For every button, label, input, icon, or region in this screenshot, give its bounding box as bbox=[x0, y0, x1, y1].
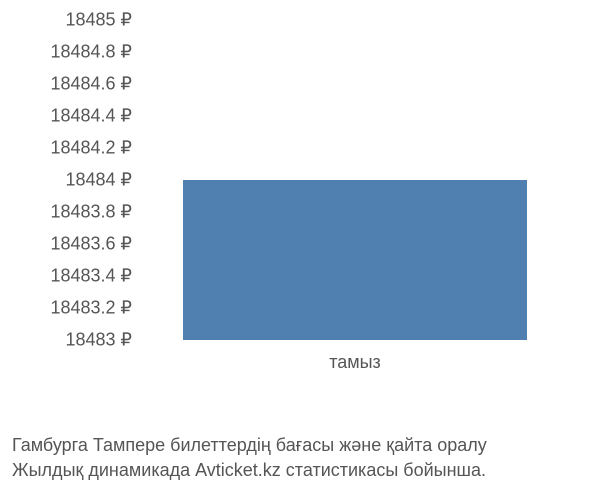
y-tick-label: 18484.4 ₽ bbox=[50, 106, 132, 127]
caption-line-2: Жылдық динамикада Avticket.kz статистика… bbox=[12, 458, 487, 482]
plot-area: тамыз bbox=[140, 20, 570, 340]
x-tick-label: тамыз bbox=[329, 352, 381, 373]
caption-line-1: Гамбурга Тампере билеттердің бағасы және… bbox=[12, 433, 487, 457]
y-axis: 18485 ₽ 18484.8 ₽ 18484.6 ₽ 18484.4 ₽ 18484.… bbox=[0, 0, 140, 360]
chart-area: 18485 ₽ 18484.8 ₽ 18484.6 ₽ 18484.4 ₽ 18484.… bbox=[0, 0, 600, 430]
y-tick-label: 18484.8 ₽ bbox=[50, 42, 132, 63]
y-tick-label: 18483 ₽ bbox=[65, 330, 132, 351]
y-tick-label: 18484 ₽ bbox=[65, 170, 132, 191]
y-tick-label: 18485 ₽ bbox=[65, 10, 132, 31]
y-tick-label: 18484.6 ₽ bbox=[50, 74, 132, 95]
y-tick-label: 18483.4 ₽ bbox=[50, 266, 132, 287]
y-tick-label: 18483.8 ₽ bbox=[50, 202, 132, 223]
y-tick-label: 18483.2 ₽ bbox=[50, 298, 132, 319]
y-tick-label: 18483.6 ₽ bbox=[50, 234, 132, 255]
y-tick-label: 18484.2 ₽ bbox=[50, 138, 132, 159]
bar bbox=[183, 180, 527, 340]
chart-caption: Гамбурга Тампере билеттердің бағасы және… bbox=[12, 433, 487, 482]
